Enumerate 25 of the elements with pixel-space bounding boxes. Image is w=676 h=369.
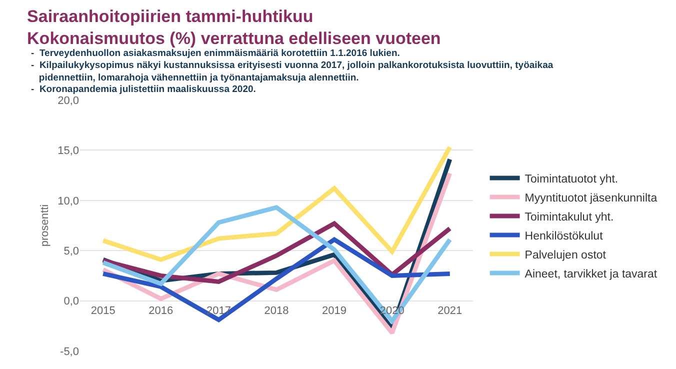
legend-label: Toimintakulut yht.: [524, 211, 614, 224]
y-tick-label: 15,0: [58, 145, 79, 158]
text: - Kilpailukykysopimus näkyi kustannuksissa erityisesti vuonna 2017, jolloin palkankorotuksista luovuttiin, työaikaa pidennettiin, lomarahoja vähennettiin ja työnantajamaksuja alennettiin.: [31, 60, 554, 84]
legend-label: Henkilöstökulut: [524, 230, 604, 242]
y-tick-label: 10,0: [58, 195, 79, 208]
y-tick-label: -5,0: [60, 346, 79, 358]
legend-label: Myyntituotot jäsenkunnilta: [524, 192, 658, 204]
x-tick-label: 2020: [380, 305, 404, 318]
y-tick-label: 0,0: [64, 296, 79, 308]
legend-label: Toimintatuotot yht.: [524, 173, 618, 186]
chart-title: Sairaanhoitopiirien tammi-huhtikuu Kokonaismuutos (%) verrattuna edelliseen vuoteen: [27, 7, 441, 48]
x-tick-label: 2018: [264, 305, 289, 318]
x-tick-label: 2019: [322, 305, 347, 318]
line-series: [100, 221, 452, 284]
y-tick-label: 20,0: [58, 94, 79, 107]
x-tick-label: 2021: [438, 305, 462, 318]
y-tick-label: 5,0: [64, 245, 79, 258]
legend-label: Palvelujen ostot: [524, 249, 607, 262]
text: - Koronapandemia julistettiin maaliskuussa 2020.: [31, 84, 256, 95]
y-axis-title: prosentti: [39, 204, 52, 247]
x-tick-label: 2016: [148, 305, 174, 318]
line-series: [100, 144, 452, 262]
x-tick-label: 2015: [90, 305, 116, 318]
text: - Terveydenhuollon asiakasmaksujen enimmäismääriä korotettiin 1.1.2016 lukien.: [31, 48, 400, 59]
legend-label: Aineet, tarvikket ja tavarat: [524, 268, 658, 280]
